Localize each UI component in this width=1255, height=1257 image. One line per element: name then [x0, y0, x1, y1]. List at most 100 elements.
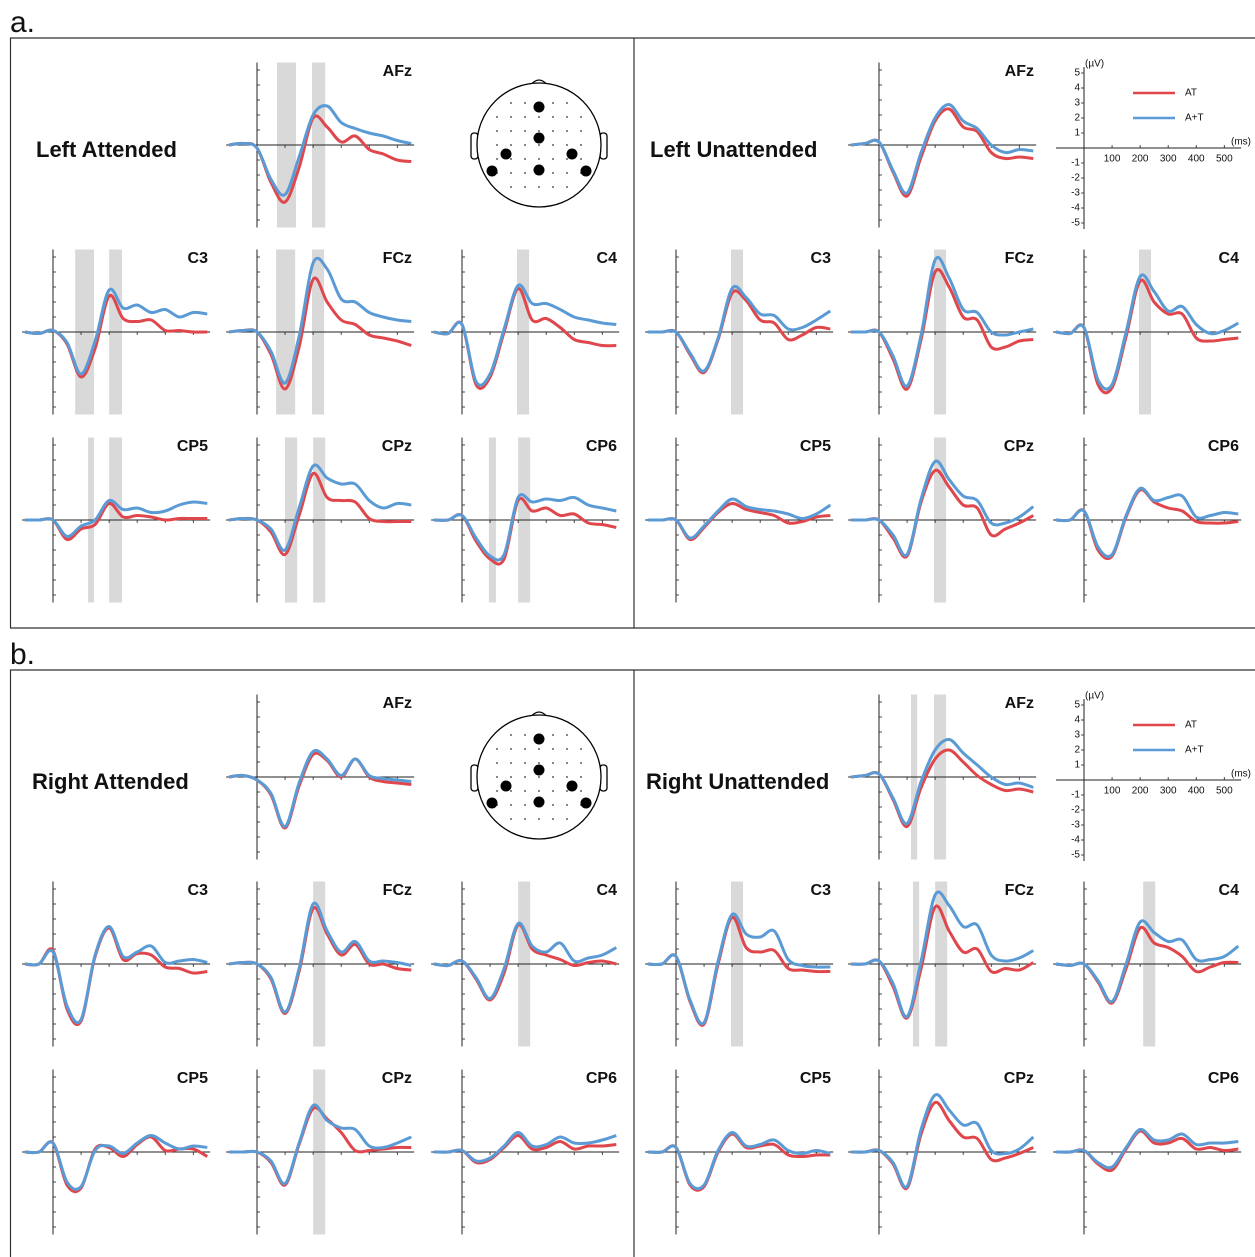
head-site — [524, 172, 526, 174]
legend-label: A+T — [1185, 745, 1204, 756]
head-site — [552, 762, 554, 764]
head-site — [510, 748, 512, 750]
head-electrode — [533, 764, 545, 776]
erp-panel: CP5 — [645, 1069, 834, 1235]
scale-y-label: -5 — [1071, 850, 1080, 861]
channel-label: C4 — [1219, 250, 1240, 267]
head-electrode — [533, 132, 545, 144]
head-site — [580, 144, 582, 146]
head-site — [524, 144, 526, 146]
head-site — [538, 818, 540, 820]
erp-panel: C3 — [22, 881, 211, 1047]
waveform — [24, 925, 208, 1025]
head-site — [552, 102, 554, 104]
scale-y-label: 2 — [1074, 113, 1080, 124]
head-site — [524, 116, 526, 118]
head-electrode — [533, 164, 545, 176]
waveform — [24, 1134, 208, 1191]
head-site — [552, 130, 554, 132]
head-site — [552, 144, 554, 146]
waveform — [228, 104, 412, 197]
waveform — [24, 498, 208, 539]
head-site — [566, 748, 568, 750]
head-electrode — [580, 797, 592, 809]
erp-panel: C3 — [645, 249, 834, 415]
head-site — [496, 116, 498, 118]
erp-panel: CP6 — [431, 437, 620, 603]
head-site — [580, 116, 582, 118]
head-site — [552, 818, 554, 820]
channel-label: CP6 — [586, 438, 617, 455]
erp-panel: CP5 — [22, 437, 211, 603]
head-site — [496, 158, 498, 160]
erp-panel: FCz — [848, 249, 1037, 415]
waveform — [228, 901, 412, 1014]
head-site — [566, 130, 568, 132]
head-site — [566, 172, 568, 174]
erp-panel: C4 — [431, 881, 620, 1047]
waveform — [850, 890, 1035, 1019]
erp-panel: FCz — [226, 249, 415, 415]
scale-y-label: 4 — [1074, 715, 1080, 726]
scale-y-label: -4 — [1071, 835, 1080, 846]
channel-label: C3 — [811, 250, 832, 267]
head-site — [524, 734, 526, 736]
channel-label: CPz — [382, 1070, 412, 1087]
head-site — [552, 734, 554, 736]
head-site — [580, 130, 582, 132]
head-site — [552, 776, 554, 778]
scale-x-label: 400 — [1188, 154, 1205, 165]
scale-y-label: -4 — [1071, 203, 1080, 214]
head-electrode — [500, 780, 512, 792]
head-site — [552, 748, 554, 750]
condition-title: Right Unattended — [646, 769, 829, 794]
erp-panel: C4 — [1053, 249, 1242, 415]
scale-y-label: 1 — [1074, 760, 1080, 771]
waveform — [850, 256, 1034, 388]
head-site — [552, 186, 554, 188]
scale-x-label: 500 — [1216, 154, 1233, 165]
head-site — [566, 762, 568, 764]
erp-panel: C3 — [22, 249, 211, 415]
head-site — [510, 818, 512, 820]
channel-label: CP5 — [177, 438, 208, 455]
erp-panel: AFz — [848, 62, 1037, 228]
section-label: a. — [10, 6, 35, 39]
scale-y-label: 1 — [1074, 128, 1080, 139]
waveform — [433, 921, 618, 1000]
head-site — [538, 790, 540, 792]
scale-y-label: -3 — [1071, 820, 1080, 831]
head-electrode — [533, 101, 545, 113]
scale-y-label: -1 — [1071, 158, 1080, 169]
erp-panel: CP6 — [1053, 437, 1242, 603]
channel-label: C4 — [597, 250, 618, 267]
channel-label: CP5 — [800, 1070, 831, 1087]
scale-y-unit: (µV) — [1085, 691, 1104, 702]
waveform — [850, 737, 1034, 826]
head-site — [580, 790, 582, 792]
head-site — [510, 116, 512, 118]
head-site — [566, 804, 568, 806]
erp-panel: CP6 — [1053, 1069, 1242, 1235]
waveform — [433, 1131, 617, 1163]
section-label: b. — [10, 638, 35, 671]
scale-x-label: 300 — [1160, 154, 1177, 165]
head-site — [496, 776, 498, 778]
channel-label: CP6 — [1208, 1070, 1239, 1087]
head-electrode — [486, 797, 498, 809]
channel-label: FCz — [383, 882, 412, 899]
scale-y-label: 5 — [1074, 68, 1080, 79]
channel-label: AFz — [1005, 63, 1034, 80]
head-site — [524, 158, 526, 160]
head-site — [538, 116, 540, 118]
scale-y-label: 2 — [1074, 745, 1080, 756]
erp-panel: FCz — [226, 881, 415, 1047]
waveform — [1055, 1127, 1239, 1170]
waveform — [228, 748, 412, 829]
head-site — [566, 186, 568, 188]
head-map — [470, 79, 608, 208]
head-electrode — [566, 148, 578, 160]
erp-panel: AFz — [848, 694, 1037, 860]
waveform — [850, 459, 1035, 558]
